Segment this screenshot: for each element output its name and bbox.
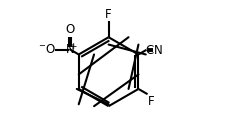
Text: N: N xyxy=(66,43,74,56)
Text: F: F xyxy=(105,8,111,21)
Text: N: N xyxy=(153,44,162,57)
Text: +: + xyxy=(69,42,77,51)
Text: $^{-}$O: $^{-}$O xyxy=(37,43,55,56)
Text: F: F xyxy=(147,95,154,108)
Text: C: C xyxy=(145,44,153,57)
Text: O: O xyxy=(65,23,75,36)
